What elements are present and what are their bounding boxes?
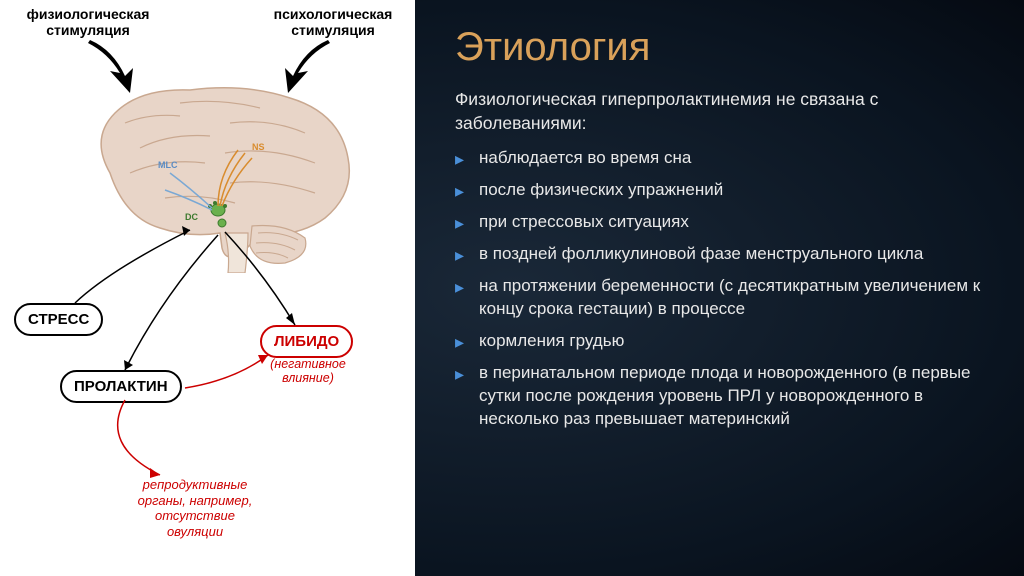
repro-note: репродуктивные органы, например, отсутст… — [110, 477, 280, 539]
slide-subtitle: Физиологическая гиперпролактинемия не св… — [455, 88, 994, 135]
list-item: в перинатальном периоде плода и новорожд… — [455, 362, 994, 431]
list-item: на протяжении беременности (с десятикрат… — [455, 275, 994, 321]
list-item: наблюдается во время сна — [455, 147, 994, 170]
brain-diagram — [70, 78, 365, 273]
label-mlc: MLC — [158, 160, 178, 170]
list-item: после физических упражнений — [455, 179, 994, 202]
prolactin-box: ПРОЛАКТИН — [60, 370, 182, 403]
list-item: кормления грудью — [455, 330, 994, 353]
stress-box: СТРЕСС — [14, 303, 103, 336]
list-item: при стрессовых ситуациях — [455, 211, 994, 234]
label-dc: DC — [185, 212, 198, 222]
list-item: в поздней фолликулиновой фазе менструаль… — [455, 243, 994, 266]
bullet-list: наблюдается во время сна после физически… — [455, 147, 994, 430]
label-physiological: физиологическая стимуляция — [18, 6, 158, 38]
label-psychological: психологическая стимуляция — [258, 6, 408, 38]
label-ns: NS — [252, 142, 265, 152]
libido-box: ЛИБИДО — [260, 325, 353, 358]
slide-title: Этиология — [455, 25, 994, 70]
diagram-panel: физиологическая стимуляция психологическ… — [0, 0, 415, 576]
libido-note: (негативное влияние) — [258, 357, 358, 385]
content-panel: Этиология Физиологическая гиперпролактин… — [415, 0, 1024, 576]
